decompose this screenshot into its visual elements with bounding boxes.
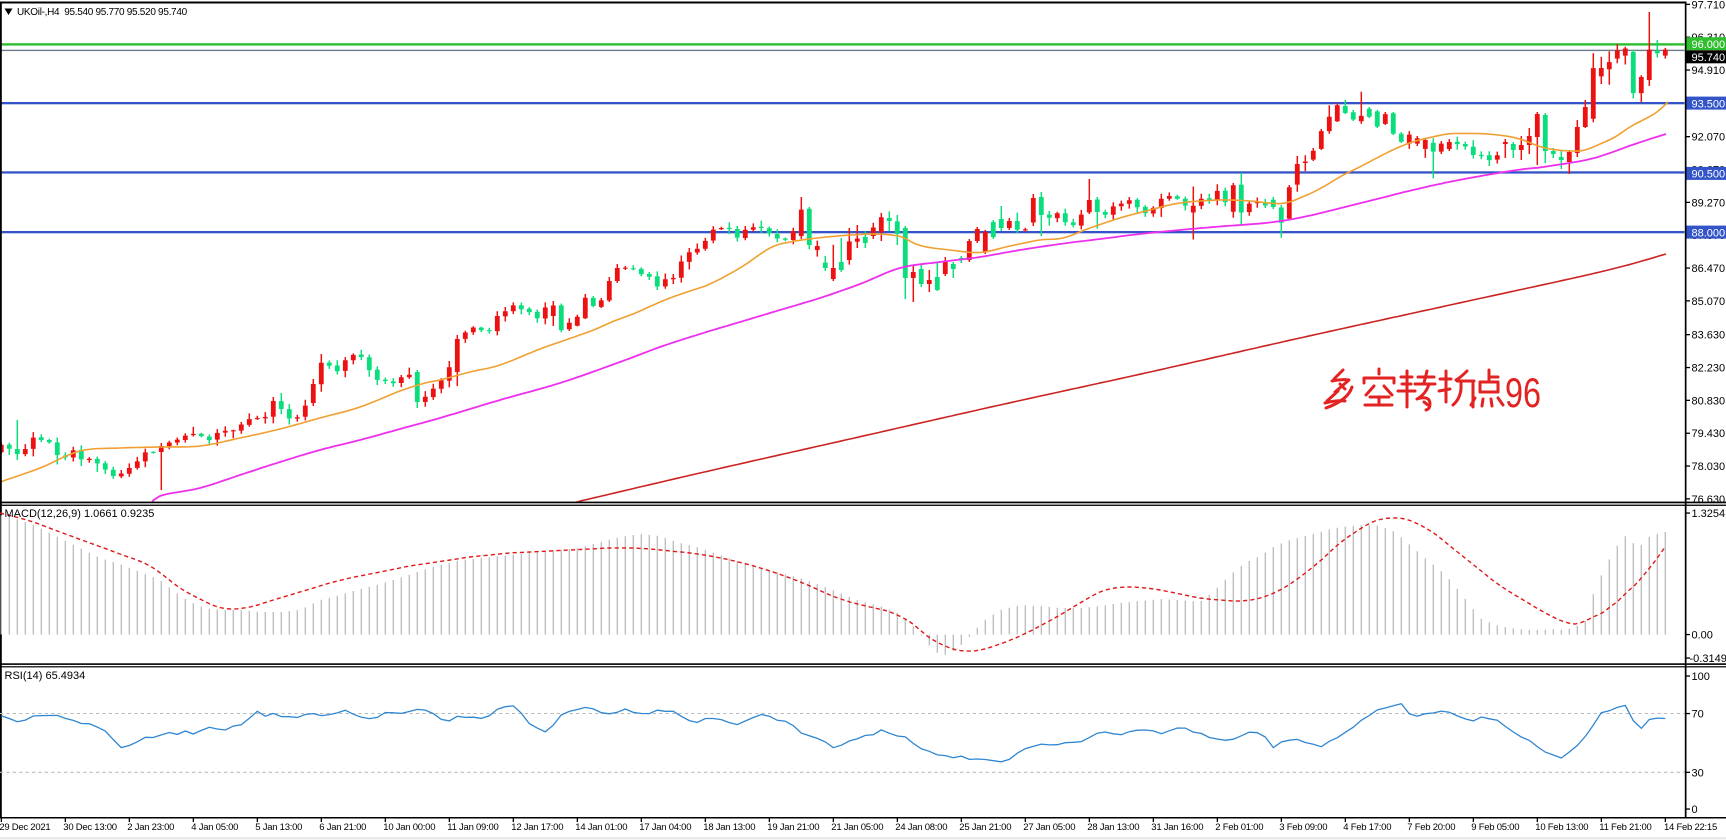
svg-text:27 Jan 05:00: 27 Jan 05:00 (1023, 822, 1075, 833)
svg-text:70: 70 (1692, 709, 1704, 721)
svg-text:MACD(12,26,9) 1.0661 0.9235: MACD(12,26,9) 1.0661 0.9235 (5, 508, 155, 520)
svg-text:10 Jan 00:00: 10 Jan 00:00 (383, 822, 435, 833)
svg-text:96: 96 (1505, 369, 1541, 416)
svg-text:12 Jan 17:00: 12 Jan 17:00 (511, 822, 563, 833)
svg-text:85.070: 85.070 (1692, 296, 1726, 308)
svg-text:78.030: 78.030 (1692, 461, 1726, 473)
svg-text:76.630: 76.630 (1692, 494, 1726, 506)
svg-text:9 Feb 05:00: 9 Feb 05:00 (1471, 822, 1519, 833)
svg-text:82.230: 82.230 (1692, 363, 1726, 375)
svg-text:14 Jan 01:00: 14 Jan 01:00 (575, 822, 627, 833)
svg-text:2 Jan 23:00: 2 Jan 23:00 (127, 822, 174, 833)
svg-text:7 Feb 20:00: 7 Feb 20:00 (1407, 822, 1455, 833)
svg-text:30: 30 (1692, 767, 1704, 779)
svg-text:28 Jan 13:00: 28 Jan 13:00 (1087, 822, 1139, 833)
svg-text:18 Jan 13:00: 18 Jan 13:00 (703, 822, 755, 833)
svg-text:14 Feb 22:15: 14 Feb 22:15 (1664, 822, 1717, 833)
svg-text:4 Jan 05:00: 4 Jan 05:00 (191, 822, 238, 833)
svg-text:11 Feb 21:00: 11 Feb 21:00 (1599, 822, 1651, 833)
svg-text:92.070: 92.070 (1692, 132, 1726, 144)
svg-text:17 Jan 04:00: 17 Jan 04:00 (639, 822, 691, 833)
svg-text:88.000: 88.000 (1692, 227, 1726, 239)
svg-text:96.000: 96.000 (1692, 39, 1726, 51)
svg-text:0: 0 (1692, 804, 1698, 816)
svg-text:30 Dec 13:00: 30 Dec 13:00 (63, 822, 117, 833)
svg-text:86.470: 86.470 (1692, 263, 1726, 275)
svg-text:80.830: 80.830 (1692, 395, 1726, 407)
svg-text:4 Feb 17:00: 4 Feb 17:00 (1343, 822, 1391, 833)
svg-text:24 Jan 08:00: 24 Jan 08:00 (895, 822, 947, 833)
svg-text:UKOil-,H4 95.540 95.770 95.52: UKOil-,H4 95.540 95.770 95.520 95.740 (17, 7, 188, 18)
svg-text:97.710: 97.710 (1692, 0, 1726, 11)
svg-text:90.500: 90.500 (1692, 169, 1726, 181)
svg-text:19 Jan 21:00: 19 Jan 21:00 (767, 822, 819, 833)
svg-text:89.270: 89.270 (1692, 197, 1726, 209)
svg-text:83.630: 83.630 (1692, 330, 1726, 342)
svg-text:0.00: 0.00 (1692, 630, 1713, 642)
svg-text:3 Feb 09:00: 3 Feb 09:00 (1279, 822, 1327, 833)
svg-text:29 Dec 2021: 29 Dec 2021 (0, 822, 50, 833)
svg-text:5 Jan 13:00: 5 Jan 13:00 (255, 822, 302, 833)
svg-text:94.910: 94.910 (1692, 65, 1726, 77)
svg-text:2 Feb 01:00: 2 Feb 01:00 (1215, 822, 1263, 833)
svg-text:93.500: 93.500 (1692, 98, 1726, 110)
svg-text:25 Jan 21:00: 25 Jan 21:00 (959, 822, 1011, 833)
svg-text:95.740: 95.740 (1692, 52, 1726, 64)
svg-text:21 Jan 05:00: 21 Jan 05:00 (831, 822, 883, 833)
svg-text:-0.3149: -0.3149 (1690, 653, 1726, 665)
svg-text:1.3254: 1.3254 (1692, 508, 1726, 520)
svg-text:11 Jan 09:00: 11 Jan 09:00 (447, 822, 498, 833)
svg-text:6 Jan 21:00: 6 Jan 21:00 (319, 822, 366, 833)
svg-text:79.430: 79.430 (1692, 428, 1726, 440)
svg-text:10 Feb 13:00: 10 Feb 13:00 (1535, 822, 1588, 833)
svg-text:31 Jan 16:00: 31 Jan 16:00 (1151, 822, 1203, 833)
svg-text:100: 100 (1692, 671, 1710, 683)
svg-text:RSI(14) 65.4934: RSI(14) 65.4934 (5, 670, 86, 682)
